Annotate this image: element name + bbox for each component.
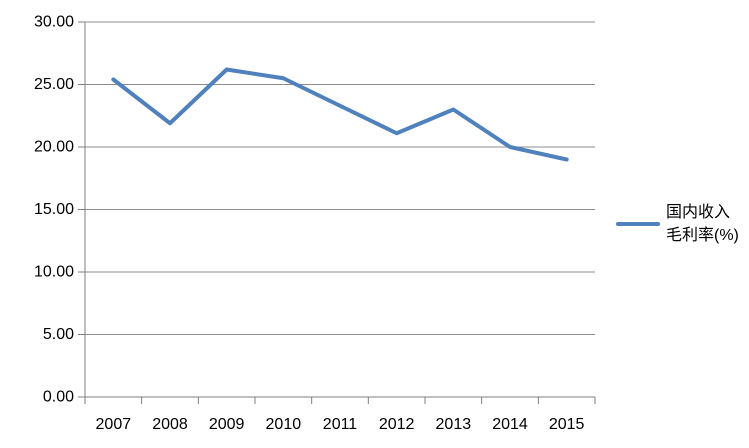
y-axis-tick-label: 20.00 (34, 139, 74, 156)
legend-label-line2: 毛利率(%) (666, 227, 739, 244)
legend: 国内收入 毛利率(%) (616, 201, 739, 247)
x-axis-tick-label: 2010 (266, 416, 302, 433)
y-axis-tick-label: 10.00 (34, 264, 74, 281)
legend-label: 国内收入 毛利率(%) (666, 201, 739, 247)
y-axis-tick-label: 0.00 (43, 389, 74, 406)
y-axis-tick-label: 15.00 (34, 201, 74, 218)
x-axis-tick-label: 2013 (436, 416, 472, 433)
x-axis-tick-label: 2007 (96, 416, 132, 433)
x-axis-tick-label: 2008 (152, 416, 188, 433)
legend-label-line1: 国内收入 (666, 204, 731, 221)
x-axis-tick-label: 2012 (379, 416, 415, 433)
x-axis-tick-label: 2014 (492, 416, 528, 433)
y-axis-tick-label: 30.00 (34, 14, 74, 31)
y-axis-tick-label: 25.00 (34, 76, 74, 93)
x-axis-tick-label: 2011 (323, 416, 358, 433)
x-axis-tick-label: 2015 (549, 416, 585, 433)
x-axis-tick-label: 2009 (209, 416, 245, 433)
y-axis-tick-label: 5.00 (43, 326, 74, 343)
legend-line-swatch (616, 222, 660, 226)
series-line (111, 67, 569, 162)
